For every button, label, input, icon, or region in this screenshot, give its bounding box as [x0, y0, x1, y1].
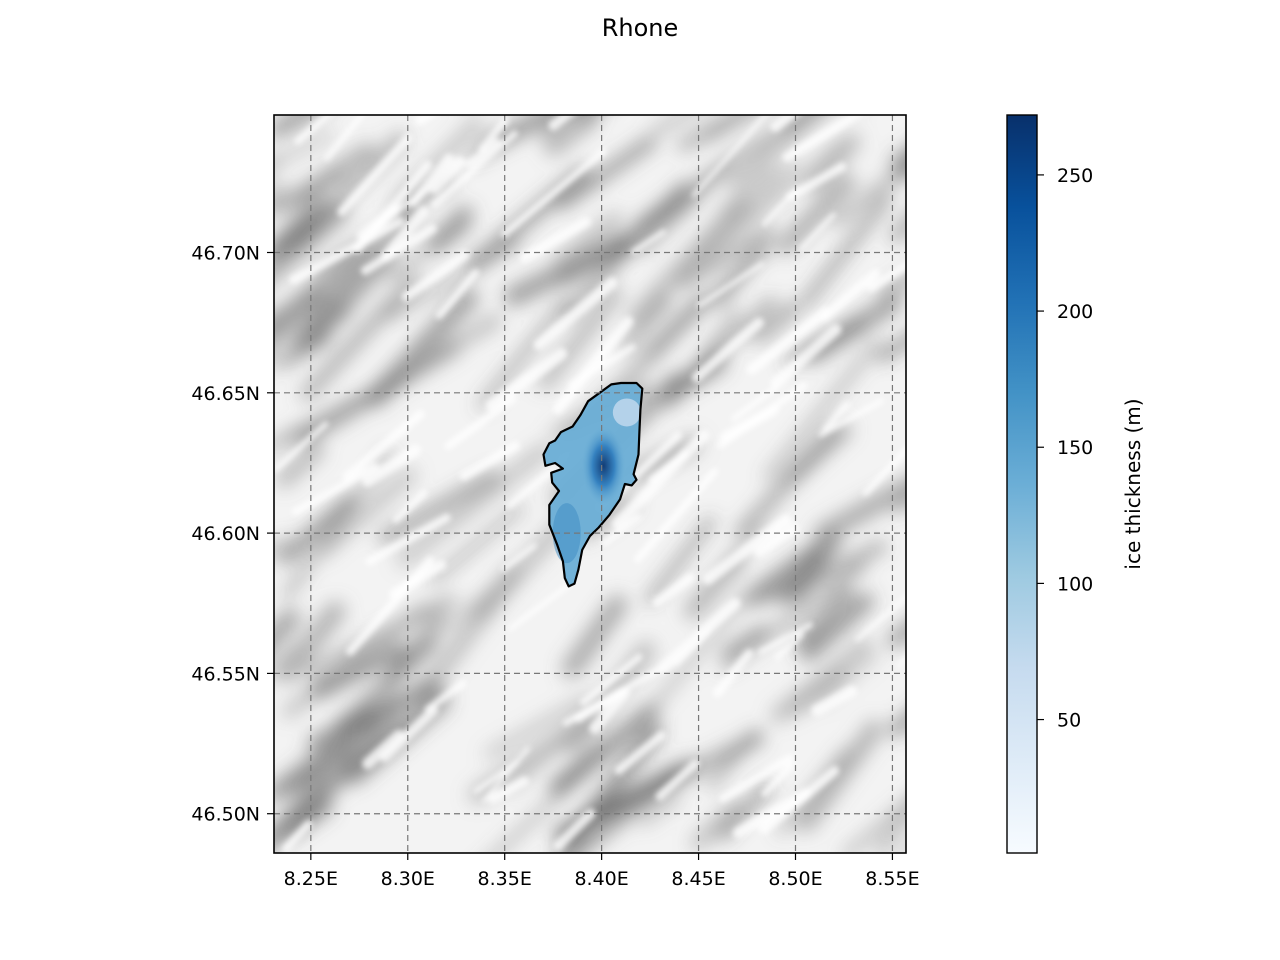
lon-tick-label: 8.25E	[284, 868, 338, 890]
lat-tick-label: 46.50N	[191, 804, 260, 826]
lat-tick-label: 46.70N	[191, 242, 260, 264]
colorbar-frame	[1006, 114, 1038, 854]
longitude-axis: 8.25E 8.30E 8.35E 8.40E 8.45E 8.50E 8.55E	[284, 853, 920, 890]
map-frame	[273, 114, 907, 854]
latitude-axis: 46.50N 46.55N 46.60N 46.65N 46.70N	[191, 242, 274, 826]
colorbar-label: ice thickness (m)	[1121, 398, 1145, 569]
lon-tick-label: 8.45E	[671, 868, 725, 890]
lon-tick-label: 8.50E	[768, 868, 822, 890]
page-title: Rhone	[601, 14, 679, 42]
lon-tick-label: 8.35E	[478, 868, 532, 890]
lon-tick-label: 8.55E	[865, 868, 919, 890]
lat-tick-label: 46.55N	[191, 663, 260, 685]
colorbar: 50 100 150 200 250 ice thickness (m)	[1006, 114, 1145, 854]
gridlines	[274, 115, 906, 853]
glacier-outline	[542, 381, 644, 588]
colorbar-tick-label: 250	[1057, 165, 1093, 187]
lat-tick-label: 46.60N	[191, 523, 260, 545]
colorbar-tick-label: 200	[1057, 301, 1093, 323]
colorbar-tick-label: 50	[1057, 710, 1081, 732]
lon-tick-label: 8.30E	[381, 868, 435, 890]
colorbar-gradient	[1007, 115, 1037, 853]
hillshade-background	[274, 115, 906, 853]
colorbar-tick-label: 150	[1057, 437, 1093, 459]
colorbar-tick-label: 100	[1057, 573, 1093, 595]
lon-tick-label: 8.40E	[574, 868, 628, 890]
lat-tick-label: 46.65N	[191, 383, 260, 405]
